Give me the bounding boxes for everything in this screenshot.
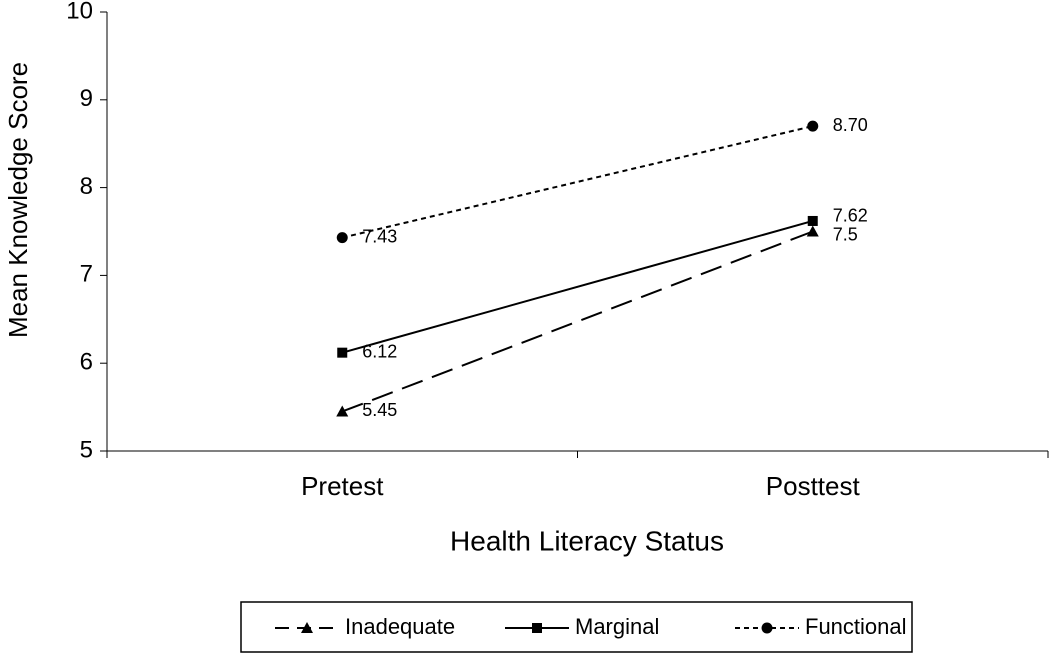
marker [807,120,819,132]
marker [336,232,348,244]
y-tick-label: 9 [80,85,93,112]
data-label: 7.62 [833,206,868,226]
y-axis-title: Mean Knowledge Score [3,62,33,338]
legend-label: Marginal [575,614,659,639]
legend-label: Functional [805,614,907,639]
data-label: 7.43 [362,226,397,246]
data-label: 8.70 [833,115,868,135]
legend-marker [761,622,773,634]
legend-label: Inadequate [345,614,455,639]
x-tick-label: Posttest [766,471,861,501]
marker [807,215,818,226]
legend-box [240,601,913,653]
y-tick-label: 5 [80,436,93,463]
y-tick-label: 6 [80,349,93,376]
legend-marker [532,623,542,633]
series-line [341,220,814,354]
marker [806,225,819,237]
y-tick-label: 10 [66,0,93,24]
data-label: 7.5 [833,224,858,244]
data-label: 5.45 [362,400,397,420]
legend-marker [301,622,313,633]
marker [337,347,348,358]
data-label: 6.12 [362,341,397,361]
y-tick-label: 8 [80,173,93,200]
x-axis-title: Health Literacy Status [450,525,724,556]
marker [336,405,349,417]
series-line [342,125,813,239]
x-tick-label: Pretest [301,471,384,501]
y-tick-label: 7 [80,261,93,288]
series-line [341,230,814,413]
